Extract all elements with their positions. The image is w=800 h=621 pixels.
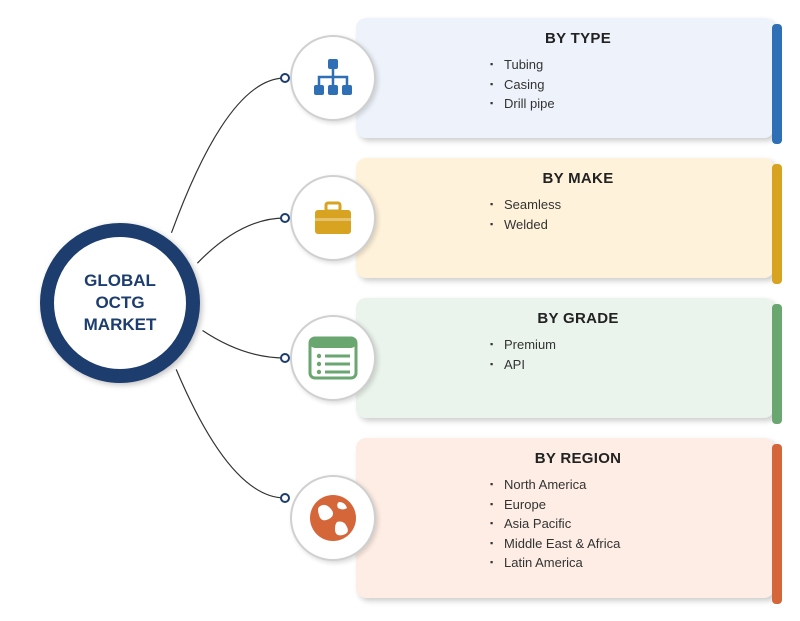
list-item: Asia Pacific	[490, 514, 756, 534]
briefcase-icon	[290, 175, 376, 261]
list-item: Europe	[490, 495, 756, 515]
category-title: BY MAKE	[400, 170, 756, 187]
list-item: Casing	[490, 75, 756, 95]
connector-node	[280, 73, 290, 83]
list-item: Welded	[490, 215, 756, 235]
panel-make: BY MAKE SeamlessWelded	[356, 158, 774, 278]
list-item: North America	[490, 475, 756, 495]
category-region: BY REGION North AmericaEuropeAsia Pacific…	[290, 438, 774, 598]
list-item: Middle East & Africa	[490, 534, 756, 554]
connector-node	[280, 493, 290, 503]
panel-region: BY REGION North AmericaEuropeAsia Pacific…	[356, 438, 774, 598]
list-item: Drill pipe	[490, 94, 756, 114]
list-item: Latin America	[490, 553, 756, 573]
category-grade: BY GRADE PremiumAPI	[290, 298, 774, 418]
panel-type: BY TYPE TubingCasingDrill pipe	[356, 18, 774, 138]
globe-icon	[290, 475, 376, 561]
category-title: BY GRADE	[400, 310, 756, 327]
accent-bar	[772, 304, 782, 424]
category-title: BY REGION	[400, 450, 756, 467]
hub-circle: GLOBAL OCTG MARKET	[40, 223, 200, 383]
list-icon	[290, 315, 376, 401]
category-items: SeamlessWelded	[400, 195, 756, 234]
category-items: TubingCasingDrill pipe	[400, 55, 756, 114]
list-item: Premium	[490, 335, 756, 355]
accent-bar	[772, 444, 782, 604]
category-make: BY MAKE SeamlessWelded	[290, 158, 774, 278]
list-item: Tubing	[490, 55, 756, 75]
list-item: API	[490, 355, 756, 375]
category-type: BY TYPE TubingCasingDrill pipe	[290, 18, 774, 138]
panel-grade: BY GRADE PremiumAPI	[356, 298, 774, 418]
accent-bar	[772, 24, 782, 144]
category-items: North AmericaEuropeAsia PacificMiddle Ea…	[400, 475, 756, 573]
category-items: PremiumAPI	[400, 335, 756, 374]
connector-node	[280, 213, 290, 223]
accent-bar	[772, 164, 782, 284]
category-title: BY TYPE	[400, 30, 756, 47]
list-item: Seamless	[490, 195, 756, 215]
hub-label: GLOBAL OCTG MARKET	[64, 270, 176, 336]
connector-node	[280, 353, 290, 363]
hierarchy-icon	[290, 35, 376, 121]
